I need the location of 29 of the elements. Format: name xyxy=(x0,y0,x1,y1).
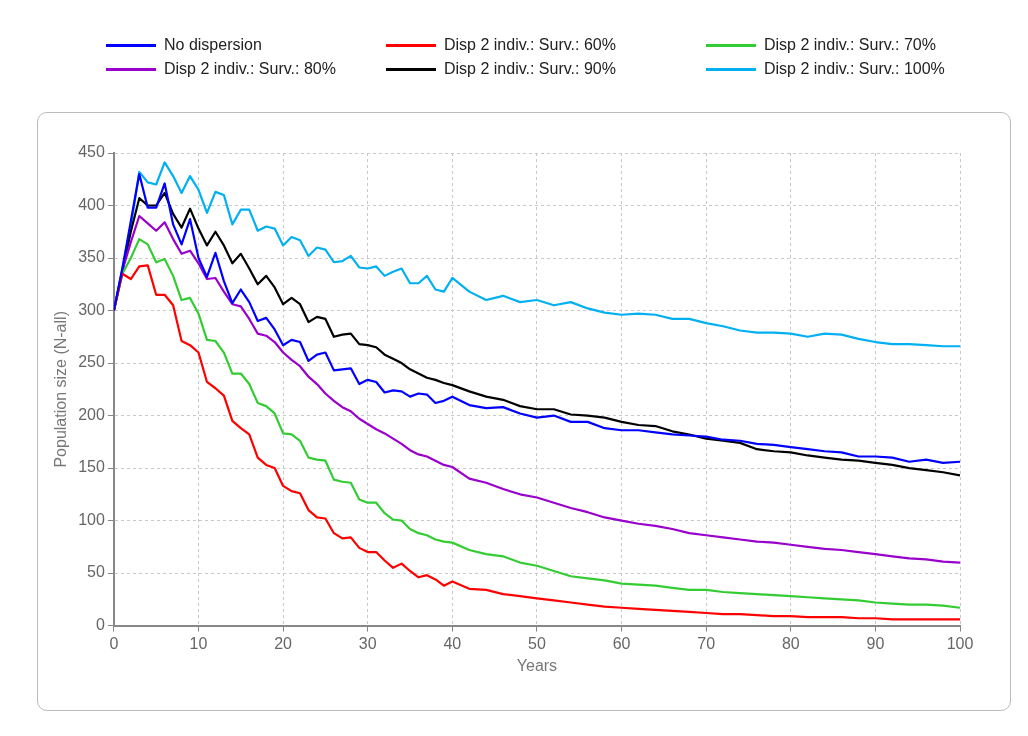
x-tick-label: 0 xyxy=(109,634,119,652)
y-tick-label: 100 xyxy=(78,510,105,528)
legend-label: No dispersion xyxy=(164,36,262,54)
x-tick-label: 50 xyxy=(528,634,546,652)
x-tick-label: 30 xyxy=(358,634,377,652)
x-tick-label: 10 xyxy=(189,634,208,652)
x-tick-label: 70 xyxy=(697,634,716,652)
x-tick-label: 100 xyxy=(946,634,974,652)
legend-label: Disp 2 indiv.: Surv.: 60% xyxy=(444,36,616,54)
y-tick-label: 0 xyxy=(95,616,105,634)
y-tick-label: 200 xyxy=(78,405,105,423)
legend-label: Disp 2 indiv.: Surv.: 80% xyxy=(164,60,336,78)
x-tick-label: 90 xyxy=(866,634,885,652)
y-tick-label: 50 xyxy=(87,563,105,581)
legend-label: Disp 2 indiv.: Surv.: 70% xyxy=(764,36,936,54)
x-axis-title: Years xyxy=(516,656,558,674)
y-tick-label: 250 xyxy=(78,353,105,371)
y-tick-label: 300 xyxy=(78,300,105,318)
x-tick-label: 60 xyxy=(612,634,631,652)
legend-label: Disp 2 indiv.: Surv.: 90% xyxy=(444,60,616,78)
x-tick-label: 80 xyxy=(781,634,800,652)
y-tick-label: 350 xyxy=(78,248,105,266)
y-tick-label: 150 xyxy=(78,458,105,476)
y-tick-label: 400 xyxy=(78,195,105,213)
legend-label: Disp 2 indiv.: Surv.: 100% xyxy=(764,60,945,78)
x-tick-label: 20 xyxy=(274,634,293,652)
y-axis-title: Population size (N-all) xyxy=(52,311,70,468)
y-tick-label: 450 xyxy=(78,143,105,161)
x-tick-label: 40 xyxy=(443,634,462,652)
